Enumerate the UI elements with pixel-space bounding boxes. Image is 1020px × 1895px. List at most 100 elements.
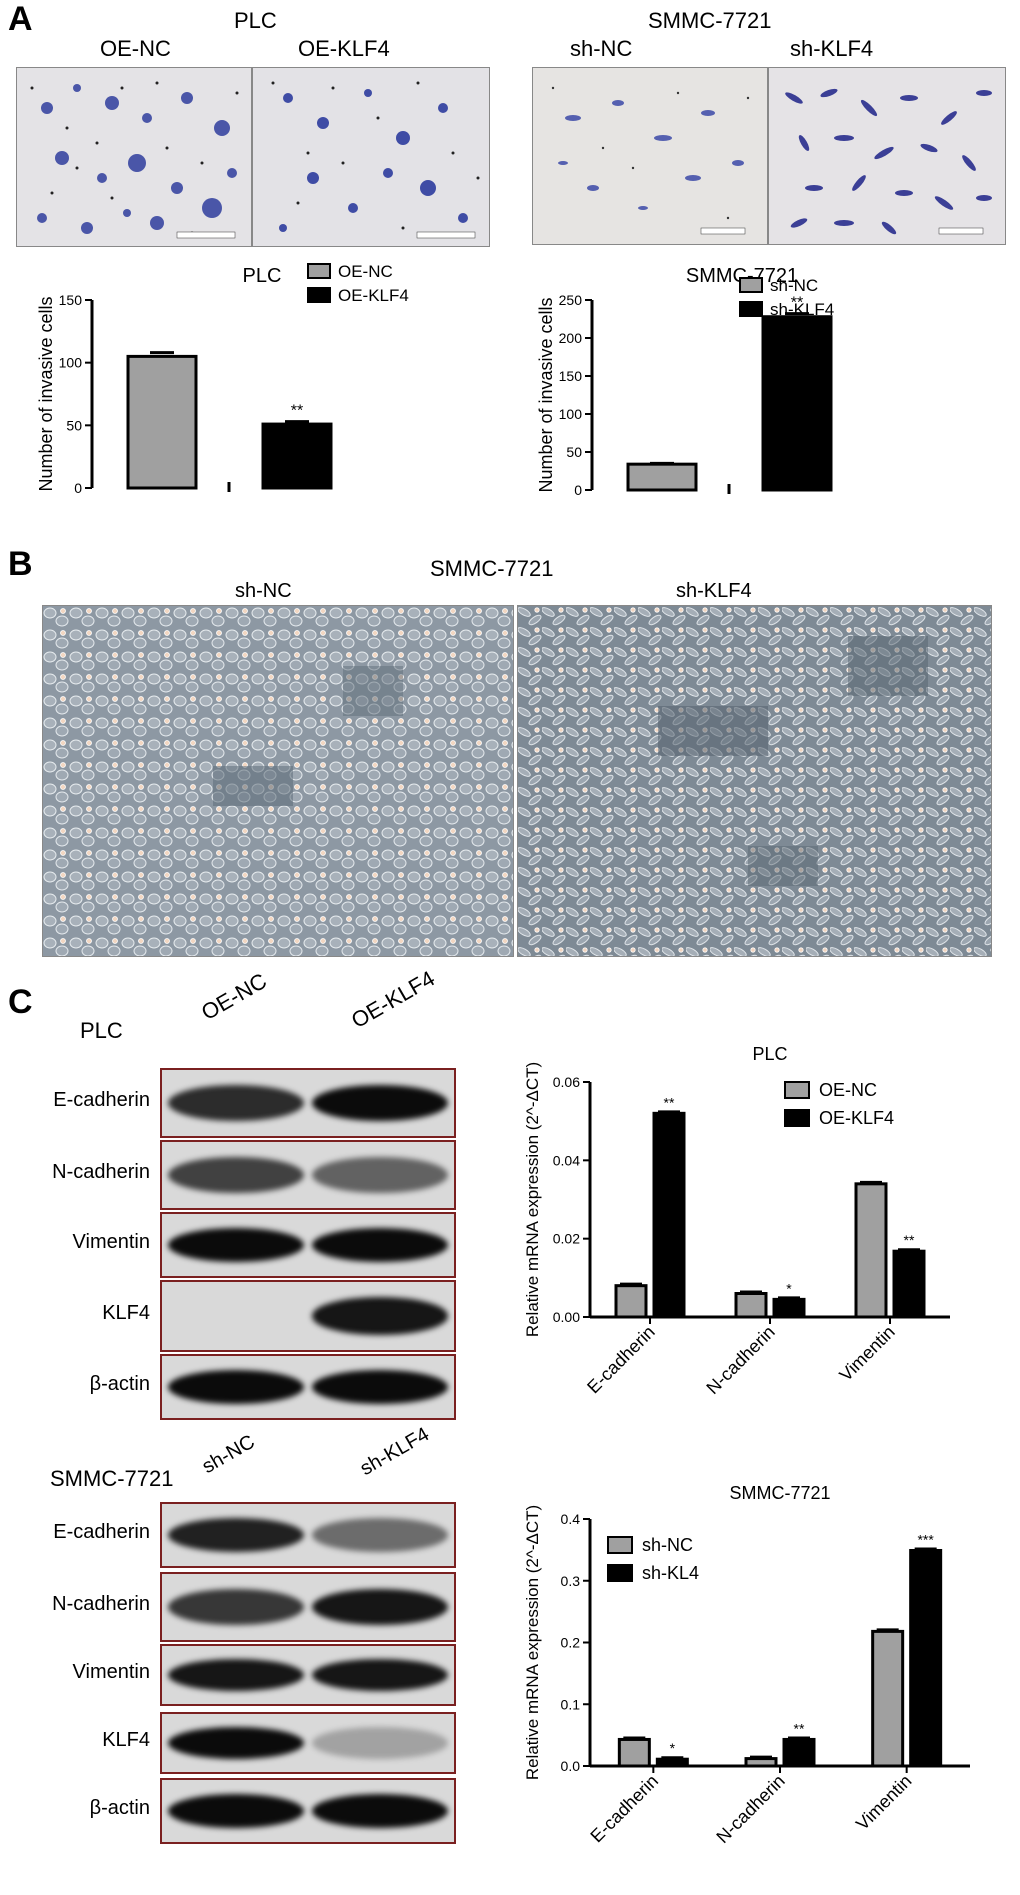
blot-band: [312, 1369, 448, 1405]
blot-top-lane-1: OE-NC: [197, 968, 271, 1026]
blot-band: [312, 1793, 448, 1829]
blot-band: [312, 1297, 448, 1335]
bar: [744, 1757, 778, 1768]
blot-bottom-cell-line: SMMC-7721: [50, 1466, 174, 1491]
significance-label: *: [670, 1740, 676, 1756]
bar: [772, 1297, 806, 1319]
legend-swatch: [739, 301, 763, 317]
phase-contrast-cells: [518, 606, 991, 956]
y-tick-label: 0: [74, 480, 82, 496]
y-tick-label: 0.02: [553, 1231, 580, 1247]
panel-letter-a: A: [8, 0, 33, 38]
legend-swatch: [784, 1081, 810, 1099]
blot-row-label: β-actin: [89, 1373, 150, 1395]
y-tick-label: 150: [559, 368, 583, 384]
legend-label: OE-KLF4: [338, 286, 409, 305]
bar: [854, 1182, 888, 1319]
blot-row-label: KLF4: [102, 1729, 150, 1751]
x-tick-label: E-cadherin: [583, 1322, 659, 1398]
y-tick-label: 0.0: [561, 1758, 581, 1774]
panel-b-lane-2: sh-KLF4: [676, 580, 752, 602]
blot-row-label: β-actin: [89, 1797, 150, 1819]
micrograph-smmc-sh-klf4: [768, 67, 1006, 245]
legend-swatch: [739, 277, 763, 293]
blot-bottom-lane-2: sh-KLF4: [356, 1423, 433, 1481]
legend-swatch: [784, 1109, 810, 1127]
chart-title: SMMC-7721: [686, 265, 798, 287]
legend-label: OE-NC: [819, 1080, 877, 1100]
micrograph-cells: [271, 81, 480, 239]
significance-label: **: [291, 403, 303, 420]
bar: [617, 1737, 651, 1768]
blot-bottom-lane-1: sh-NC: [198, 1430, 259, 1479]
micro-left-lane-2: OE-KLF4: [298, 36, 390, 61]
legend-label: OE-KLF4: [819, 1108, 894, 1128]
panel-b-lane-1: sh-NC: [235, 580, 292, 602]
blot-strip: [160, 1778, 456, 1844]
micrograph-cells: [785, 88, 992, 235]
legend-label: sh-NC: [770, 276, 818, 295]
y-tick-label: 0.1: [561, 1696, 581, 1712]
blot-band: [168, 1517, 304, 1553]
y-axis-label: Relative mRNA expression (2^-ΔCT): [523, 1505, 542, 1780]
panel-letter-b: B: [8, 545, 33, 583]
blot-band: [168, 1727, 304, 1759]
blot-strip: [160, 1712, 456, 1774]
chart-title: PLC: [752, 1044, 787, 1064]
y-tick-label: 0.00: [553, 1309, 580, 1325]
blot-band: [168, 1297, 304, 1334]
blot-top-cell-line: PLC: [80, 1018, 123, 1043]
significance-label: **: [791, 295, 803, 312]
blot-band: [168, 1369, 304, 1405]
x-tick-label: Vimentin: [835, 1322, 898, 1385]
phase-contrast-sh-nc: [42, 605, 514, 957]
significance-label: ***: [917, 1531, 934, 1547]
blot-strip: [160, 1502, 456, 1568]
micro-left-lane-1: OE-NC: [100, 36, 171, 61]
blot-band: [168, 1659, 304, 1691]
micro-left-title: PLC: [234, 8, 277, 33]
blot-strip: [160, 1280, 456, 1352]
significance-label: **: [794, 1720, 805, 1736]
legend-label: sh-NC: [642, 1535, 693, 1555]
legend-label: sh-KLF4: [770, 300, 834, 319]
blot-strip: [160, 1644, 456, 1706]
bar: [614, 1284, 648, 1319]
blot-band: [312, 1517, 448, 1553]
y-tick-label: 0.04: [553, 1152, 580, 1168]
phase-contrast-cells: [43, 606, 513, 956]
blot-strip: [160, 1212, 456, 1278]
blot-band: [312, 1588, 448, 1626]
y-tick-label: 0.06: [553, 1074, 580, 1090]
legend-label: OE-NC: [338, 262, 393, 281]
x-tick-label: N-cadherin: [712, 1771, 788, 1847]
blot-band: [168, 1227, 304, 1263]
chart-plc-mrna: PLC 0.00 0.02 0.04 0.06 Relative mRNA express…: [523, 1044, 950, 1398]
blot-row-label: E-cadherin: [53, 1521, 150, 1543]
blot-band: [312, 1084, 448, 1122]
x-tick-label: Vimentin: [852, 1771, 915, 1834]
blot-band: [168, 1793, 304, 1829]
legend-label: sh-KL4: [642, 1563, 699, 1583]
bar: [782, 1737, 816, 1768]
y-axis-label: Relative mRNA expression (2^-ΔCT): [523, 1062, 542, 1337]
significance-label: *: [786, 1280, 792, 1296]
blot-band: [312, 1659, 448, 1691]
y-axis-label: Number of invasive cells: [36, 296, 56, 491]
blot-band: [312, 1156, 448, 1194]
bar: [892, 1249, 926, 1319]
blot-band: [312, 1227, 448, 1263]
y-tick-label: 100: [59, 355, 83, 371]
bar: [871, 1629, 905, 1768]
legend-swatch: [607, 1564, 633, 1582]
chart-title: PLC: [243, 265, 282, 287]
significance-label: **: [904, 1232, 915, 1248]
blot-row-label: E-cadherin: [53, 1089, 150, 1111]
panel-b-title: SMMC-7721: [430, 556, 554, 581]
blot-row-label: N-cadherin: [52, 1161, 150, 1183]
blot-row-label: Vimentin: [72, 1661, 150, 1683]
legend-swatch: [307, 263, 331, 279]
blot-strip: [160, 1140, 456, 1210]
